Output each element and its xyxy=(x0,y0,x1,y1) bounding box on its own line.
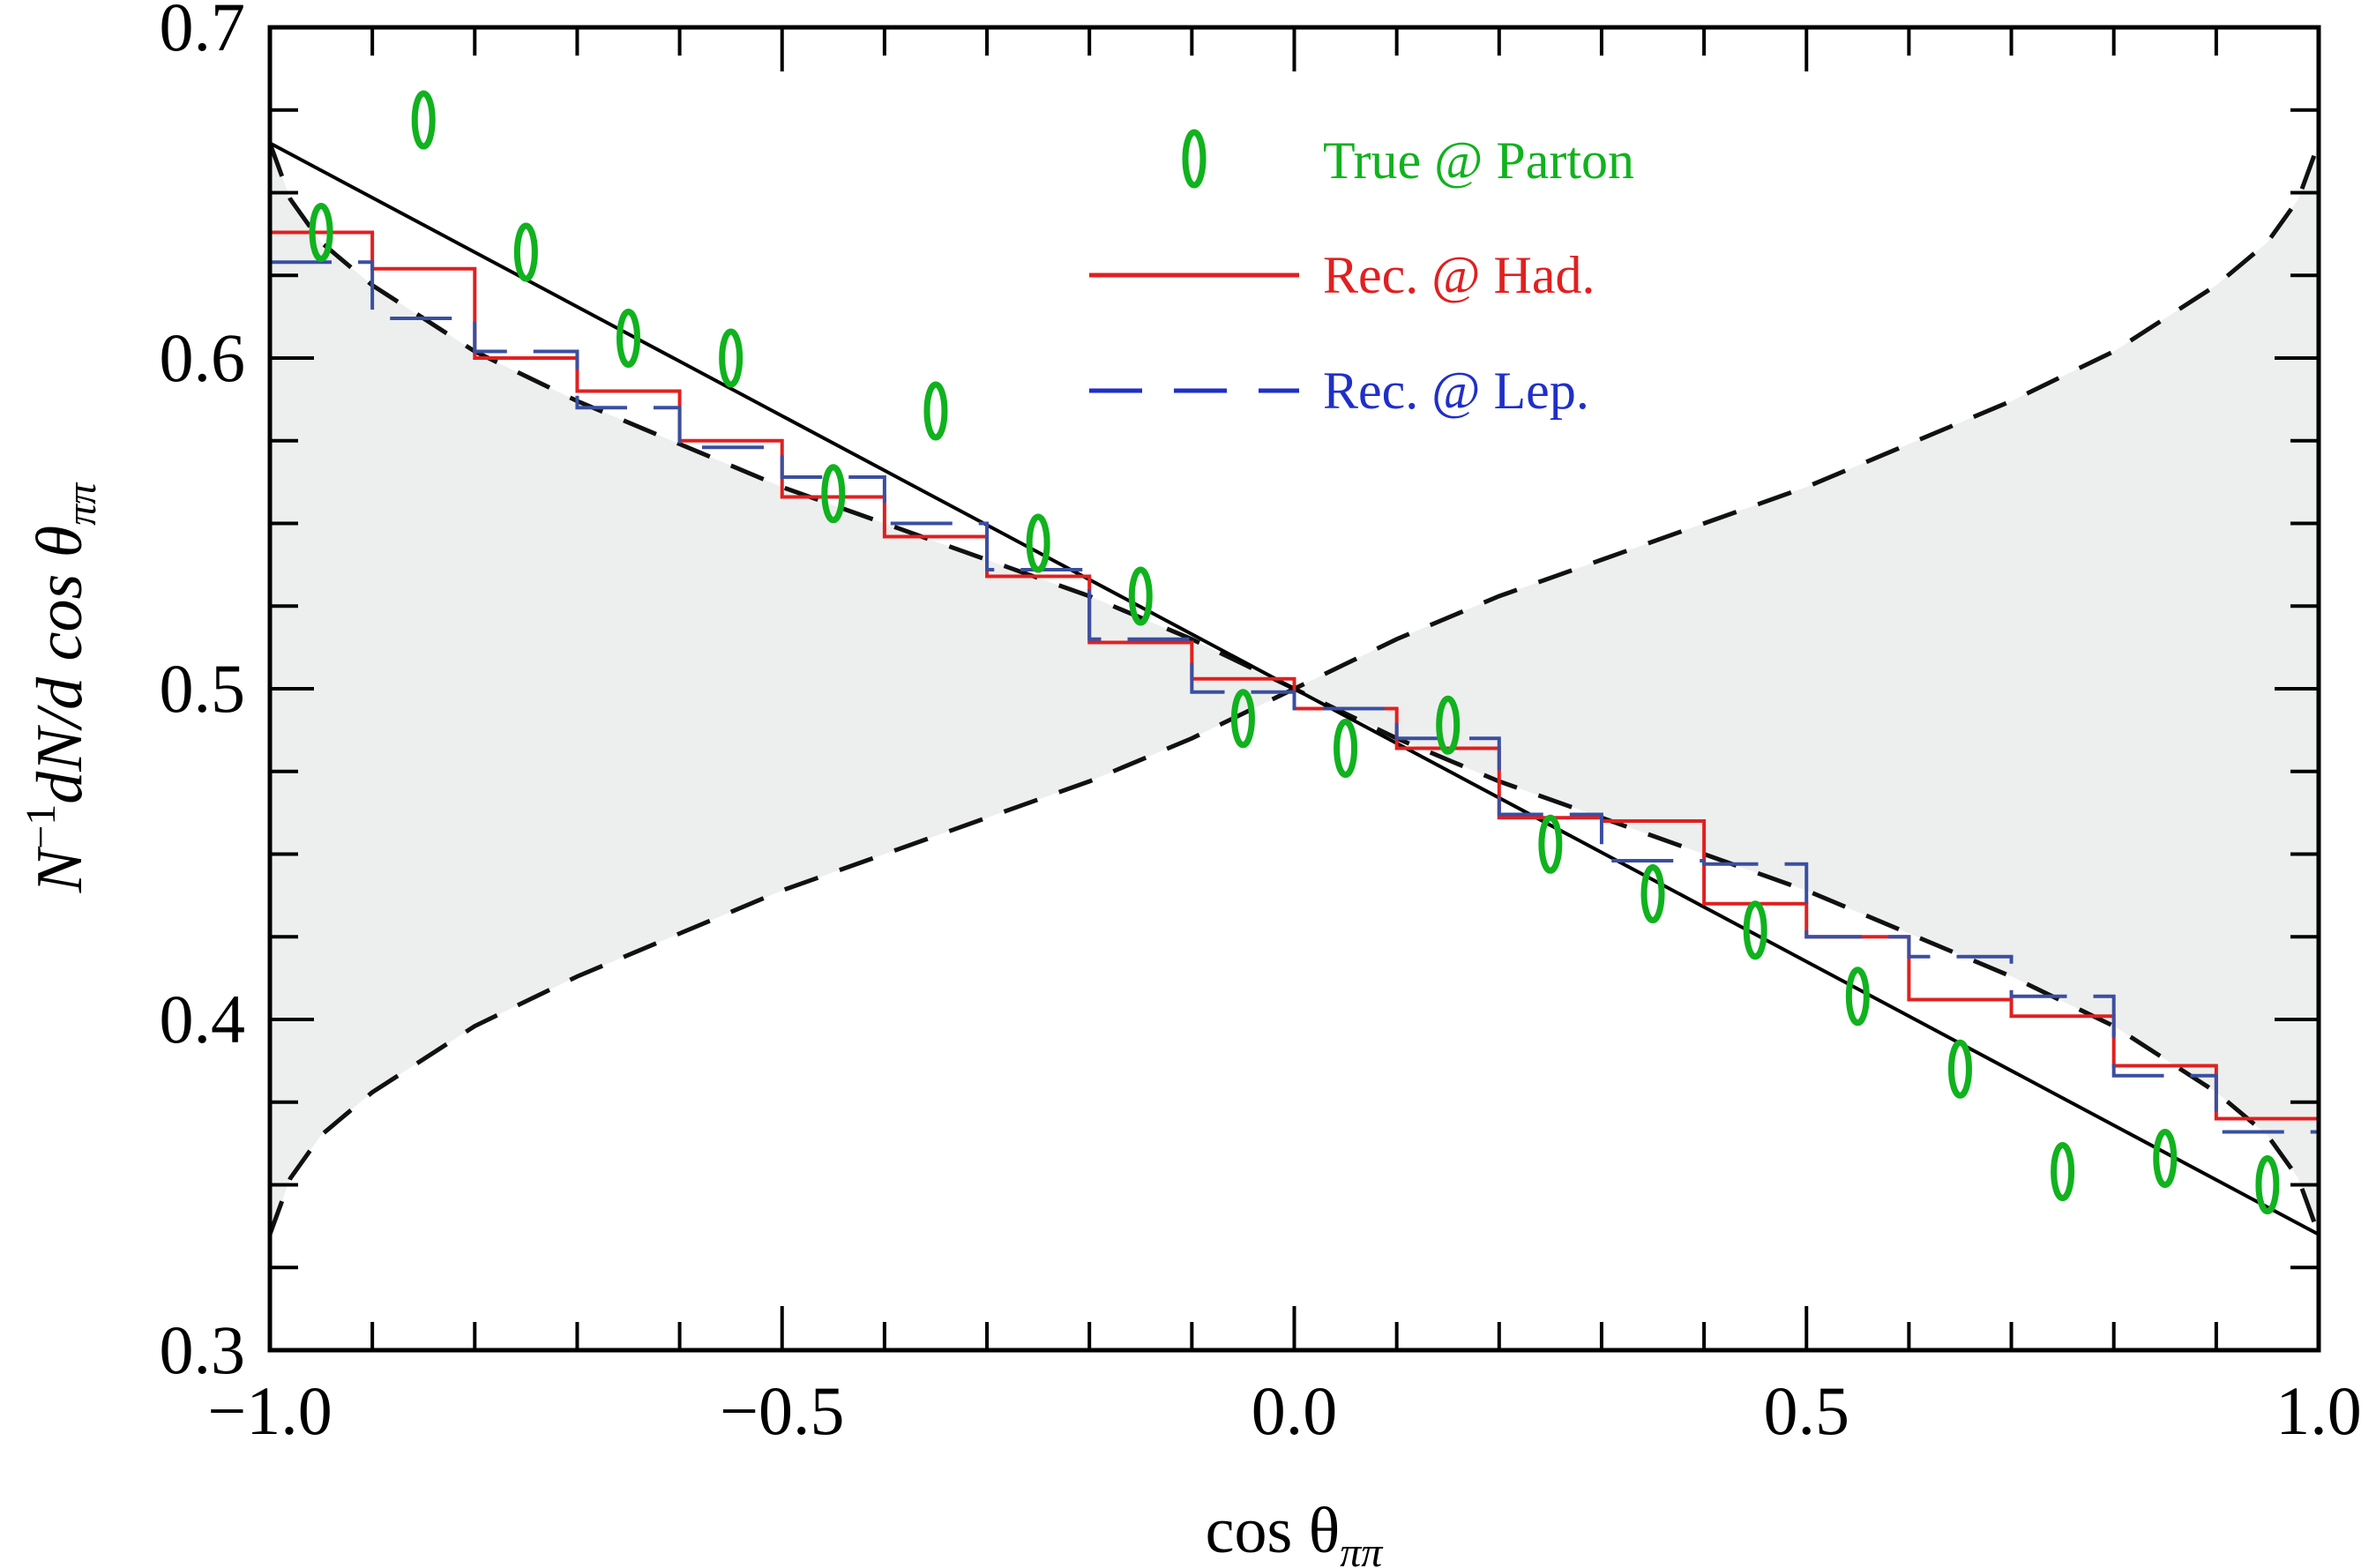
x-axis-title: cos θππ xyxy=(1206,1495,1385,1568)
x-tick-label: 1.0 xyxy=(2275,1372,2362,1449)
parton-marker xyxy=(1436,695,1461,755)
parton-marker xyxy=(2153,1129,2178,1188)
parton-marker xyxy=(1640,864,1665,923)
x-tick-label: −0.5 xyxy=(720,1372,845,1449)
x-axis-title-base: cos θ xyxy=(1206,1495,1341,1567)
svg-text:cos θππ: cos θππ xyxy=(1206,1495,1385,1568)
parton-marker xyxy=(513,222,538,282)
y-tick-label: 0.5 xyxy=(160,650,246,727)
parton-marker xyxy=(1230,689,1255,749)
y-axis-title-pre: N xyxy=(24,846,96,893)
parton-marker xyxy=(1743,900,1767,960)
legend-marker-parton xyxy=(1182,129,1207,189)
svg-text:N−1dN/d cos θππ: N−1dN/d cos θππ xyxy=(18,482,105,893)
legend-label-had: Rec. @ Had. xyxy=(1323,246,1595,304)
parton-markers xyxy=(309,90,2280,1214)
parton-marker xyxy=(923,381,948,441)
y-tick-label: 0.7 xyxy=(160,0,246,65)
x-tick-label: 0.0 xyxy=(1252,1372,1338,1449)
y-axis-title-mid: dN/d cos θ xyxy=(24,526,96,804)
parton-marker xyxy=(1026,513,1050,573)
axis-ticks xyxy=(268,26,2320,1352)
y-tick-label: 0.4 xyxy=(160,981,246,1057)
parton-marker xyxy=(1947,1039,1972,1099)
y-axis-title: N−1dN/d cos θππ xyxy=(18,482,105,893)
parton-marker xyxy=(411,90,436,150)
parton-marker xyxy=(1845,967,1870,1027)
parton-marker xyxy=(2255,1155,2280,1214)
parton-marker xyxy=(821,464,846,524)
legend-label-parton: True @ Parton xyxy=(1323,131,1634,190)
y-axis-title-sup: −1 xyxy=(18,804,64,849)
tick-labels: −1.0 −0.5 0.0 0.5 1.0 0.3 0.4 0.5 0.6 0.7 xyxy=(160,0,2362,1449)
histograms xyxy=(270,230,2319,1134)
parton-marker xyxy=(309,203,333,262)
histogram-lep xyxy=(270,260,2319,1134)
parton-marker xyxy=(2051,1142,2075,1201)
parton-marker xyxy=(1538,814,1563,874)
x-axis-title-sub: ππ xyxy=(1340,1529,1384,1568)
legend-label-lep: Rec. @ Lep. xyxy=(1323,362,1589,420)
y-axis-title-sub: ππ xyxy=(58,482,105,526)
parton-marker xyxy=(1128,566,1153,626)
parton-marker xyxy=(1334,719,1358,778)
x-tick-label: 0.5 xyxy=(1764,1372,1850,1449)
y-tick-label: 0.3 xyxy=(160,1311,246,1388)
legend: True @ Parton Rec. @ Had. Rec. @ Lep. xyxy=(1089,129,1634,420)
parton-marker xyxy=(719,328,743,388)
x-tick-label: −1.0 xyxy=(207,1372,332,1449)
parton-marker xyxy=(616,309,641,368)
y-tick-label: 0.6 xyxy=(160,319,246,396)
